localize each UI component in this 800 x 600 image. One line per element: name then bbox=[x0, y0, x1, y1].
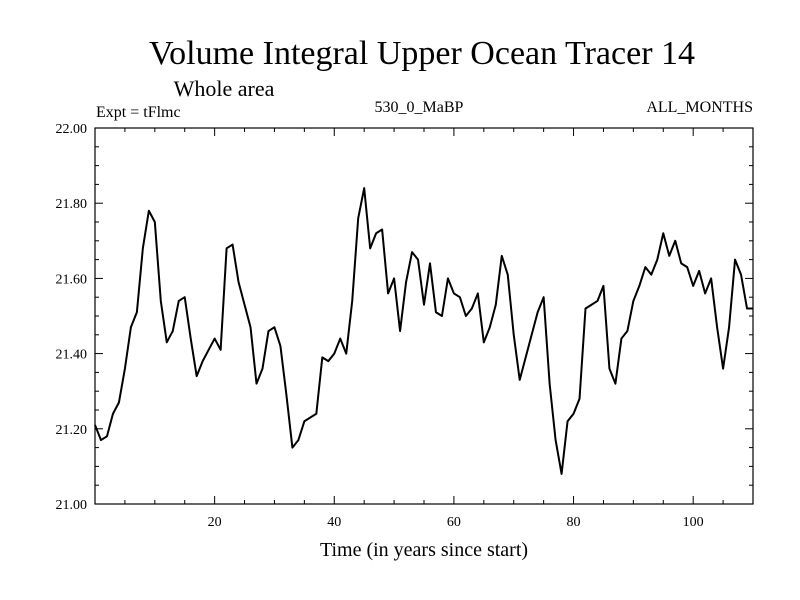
y-tick-label: 21.20 bbox=[56, 423, 88, 438]
y-axis-ticks: 21.00 21.20 21.40 21.60 21.80 22.00 bbox=[56, 122, 753, 513]
y-tick-label: 21.80 bbox=[56, 197, 88, 212]
plot-frame bbox=[94, 127, 754, 505]
x-tick-label: 80 bbox=[567, 515, 581, 530]
y-tick-label: 21.00 bbox=[56, 498, 88, 513]
x-tick-label: 40 bbox=[327, 515, 341, 530]
x-axis-ticks: 20 40 60 80 100 bbox=[124, 128, 724, 530]
series-layer bbox=[94, 187, 753, 475]
months-label: ALL_MONTHS bbox=[646, 99, 753, 116]
x-tick-label: 20 bbox=[208, 515, 222, 530]
chart-title: Volume Integral Upper Ocean Tracer 14 bbox=[149, 35, 695, 72]
y-tick-label: 21.60 bbox=[56, 272, 88, 287]
x-tick-label: 60 bbox=[447, 515, 461, 530]
x-tick-label: 100 bbox=[683, 515, 704, 530]
y-tick-label: 21.40 bbox=[56, 348, 88, 363]
y-tick-label: 22.00 bbox=[56, 122, 88, 137]
experiment-label: Expt = tFlmc bbox=[96, 104, 181, 121]
chart-subtitle: Whole area bbox=[174, 76, 275, 101]
x-axis-label: Time (in years since start) bbox=[320, 539, 528, 561]
run-label: 530_0_MaBP bbox=[375, 99, 464, 116]
series-line bbox=[94, 187, 753, 475]
